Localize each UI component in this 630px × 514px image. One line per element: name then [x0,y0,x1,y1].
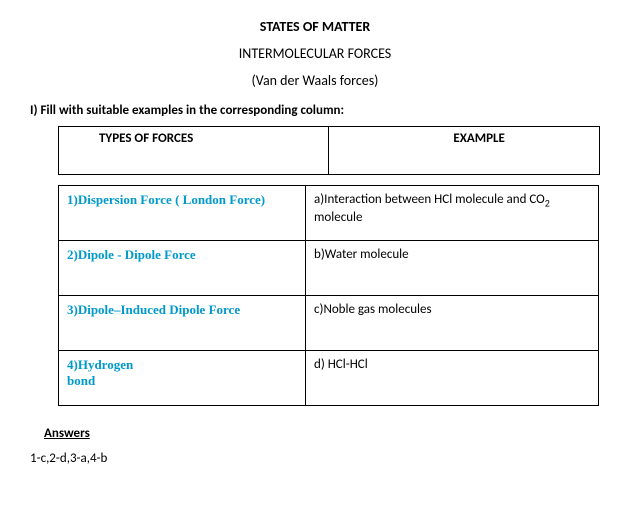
answers-text: 1-c,2-d,3-a,4-b [30,451,600,466]
table-row: 2)Dipole - Dipole Force b)Water molecule [59,241,599,296]
example-cell: d) HCl-HCl [306,351,599,406]
page-title-paren: (Van der Waals forces) [30,72,600,89]
header-col-types: TYPES OF FORCES [59,127,329,175]
table-row: 1)Dispersion Force ( London Force) a)Int… [59,186,599,241]
header-row: TYPES OF FORCES EXAMPLE [59,127,600,175]
header-table: TYPES OF FORCES EXAMPLE [58,126,600,175]
type-cell: 3)Dipole–Induced Dipole Force [59,296,306,351]
answers-heading: Answers [44,426,600,441]
header-col-example: EXAMPLE [329,127,600,175]
page-title-main: STATES OF MATTER [30,18,600,35]
instruction-text: I) Fill with suitable examples in the co… [30,103,600,118]
type-cell: 4)Hydrogen bond [59,351,306,406]
table-row: 3)Dipole–Induced Dipole Force c)Noble ga… [59,296,599,351]
page-title-sub: INTERMOLECULAR FORCES [30,45,600,62]
type-cell: 2)Dipole - Dipole Force [59,241,306,296]
table-row: 4)Hydrogen bond d) HCl-HCl [59,351,599,406]
type-cell: 1)Dispersion Force ( London Force) [59,186,306,241]
example-cell: a)Interaction between HCl molecule and C… [306,186,599,241]
body-table: 1)Dispersion Force ( London Force) a)Int… [58,185,599,406]
example-cell: b)Water molecule [306,241,599,296]
example-cell: c)Noble gas molecules [306,296,599,351]
